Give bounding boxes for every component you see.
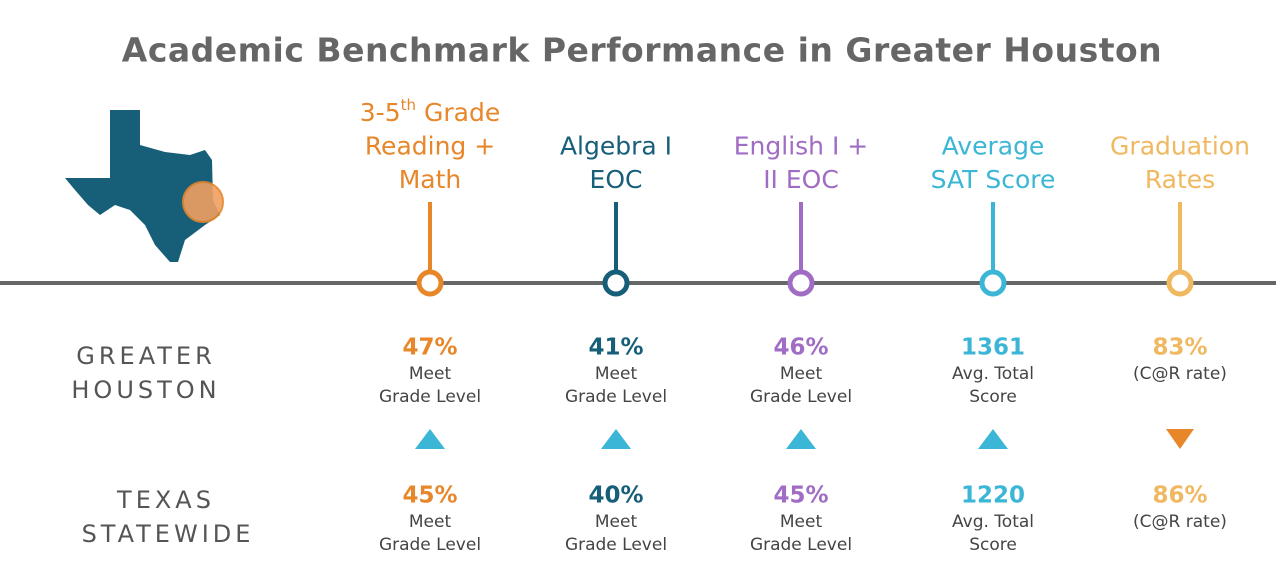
metric-label: Grade Level [750, 387, 852, 407]
heading-prefix: 3-5 [360, 98, 401, 127]
row-label: HOUSTON [71, 376, 220, 404]
column-heading: 3-5th Grade [360, 96, 500, 128]
timeline-node [416, 269, 444, 297]
heading-text: Grade [424, 98, 500, 127]
metric-label: (C@R rate) [1133, 512, 1227, 532]
row-label: TEXAS [116, 486, 215, 514]
metric-label: Meet [409, 364, 452, 384]
metric-label: Meet [595, 364, 638, 384]
trend-arrow [601, 429, 631, 449]
metric-label: Avg. Total [952, 512, 1034, 532]
metric-label: Score [969, 387, 1017, 407]
metric-label: Grade Level [379, 387, 481, 407]
row-label: STATEWIDE [82, 520, 255, 548]
column-heading: SAT Score [931, 165, 1056, 194]
column-heading: English I + [734, 132, 869, 161]
column-heading: Math [399, 165, 462, 194]
metric-label: Meet [409, 512, 452, 532]
heading-superscript: th [401, 96, 416, 114]
metric-label: Meet [780, 512, 823, 532]
texas-map [65, 110, 220, 262]
column-heading: Average [942, 132, 1045, 161]
title: Academic Benchmark Performance in Greate… [122, 31, 1162, 70]
timeline-node [787, 269, 815, 297]
trend-arrow [786, 429, 816, 449]
column-heading: Algebra I [560, 132, 672, 161]
timeline-node [1166, 269, 1194, 297]
metric-label: Meet [780, 364, 823, 384]
column-heading: Rates [1145, 165, 1215, 194]
trend-arrow [978, 429, 1008, 449]
column-heading: Reading + [365, 132, 495, 161]
metric-value: 83% [1152, 335, 1207, 361]
metric-value: 45% [402, 483, 457, 509]
trend-arrow [1166, 429, 1194, 449]
metric-label: Grade Level [565, 387, 667, 407]
metric-value: 45% [773, 483, 828, 509]
metric-label: Avg. Total [952, 364, 1034, 384]
houston-marker [182, 181, 224, 223]
timeline-node [979, 269, 1007, 297]
trend-arrow [415, 429, 445, 449]
metric-label: Score [969, 535, 1017, 555]
metric-label: (C@R rate) [1133, 364, 1227, 384]
column-heading: Graduation [1110, 132, 1250, 161]
metric-value: 46% [773, 335, 828, 361]
column-heading: II EOC [763, 165, 839, 194]
metric-value: 41% [588, 335, 643, 361]
metric-value: 1220 [961, 483, 1025, 509]
metric-label: Meet [595, 512, 638, 532]
row-label: GREATER [76, 342, 216, 370]
metric-value: 47% [402, 335, 457, 361]
metric-value: 1361 [961, 335, 1025, 361]
timeline-node [602, 269, 630, 297]
metric-value: 40% [588, 483, 643, 509]
metric-value: 86% [1152, 483, 1207, 509]
metric-label: Grade Level [379, 535, 481, 555]
metric-label: Grade Level [750, 535, 852, 555]
metric-label: Grade Level [565, 535, 667, 555]
column-heading: EOC [590, 165, 643, 194]
